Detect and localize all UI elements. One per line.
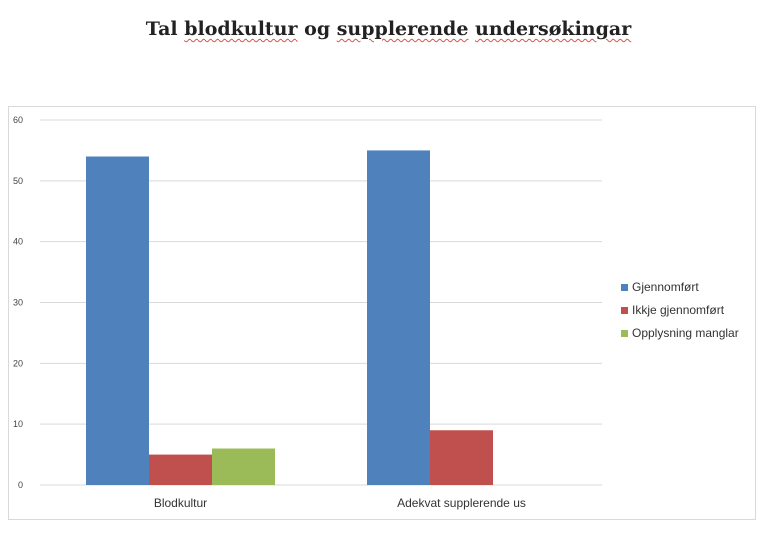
chart-frame: 0 10 20 30 40 50 60 Blodkultur Adekvat suppleren… <box>8 106 756 520</box>
bar <box>430 430 493 485</box>
title-word-3: og <box>304 18 331 40</box>
legend-swatch <box>621 330 628 337</box>
legend-label: Opplysning manglar <box>632 326 739 340</box>
bar-chart: 0 10 20 30 40 50 60 Blodkultur Adekvat suppleren… <box>13 115 739 510</box>
y-tick-label: 20 <box>13 358 23 368</box>
legend-label: Gjennomført <box>632 280 699 294</box>
y-tick-label: 50 <box>13 176 23 186</box>
page-title: Tal blodkultur og supplerende undersøkin… <box>0 18 777 40</box>
title-word-4: supplerende <box>336 18 469 40</box>
bar <box>86 156 149 485</box>
y-tick-label: 60 <box>13 115 23 125</box>
x-category-label: Blodkultur <box>154 496 207 510</box>
y-tick-label: 30 <box>13 298 23 308</box>
legend-swatch <box>621 284 628 291</box>
y-tick-label: 10 <box>13 419 23 429</box>
legend-label: Ikkje gjennomført <box>632 303 725 317</box>
y-tick-label: 0 <box>18 480 23 490</box>
bar <box>367 150 430 485</box>
bar <box>149 454 212 485</box>
title-word-1: Tal <box>145 18 178 40</box>
bar <box>212 448 275 485</box>
legend-swatch <box>621 307 628 314</box>
title-word-2: blodkultur <box>184 18 298 40</box>
x-category-label: Adekvat supplerende us <box>397 496 526 510</box>
title-word-5: undersøkingar <box>475 18 632 40</box>
y-tick-label: 40 <box>13 237 23 247</box>
